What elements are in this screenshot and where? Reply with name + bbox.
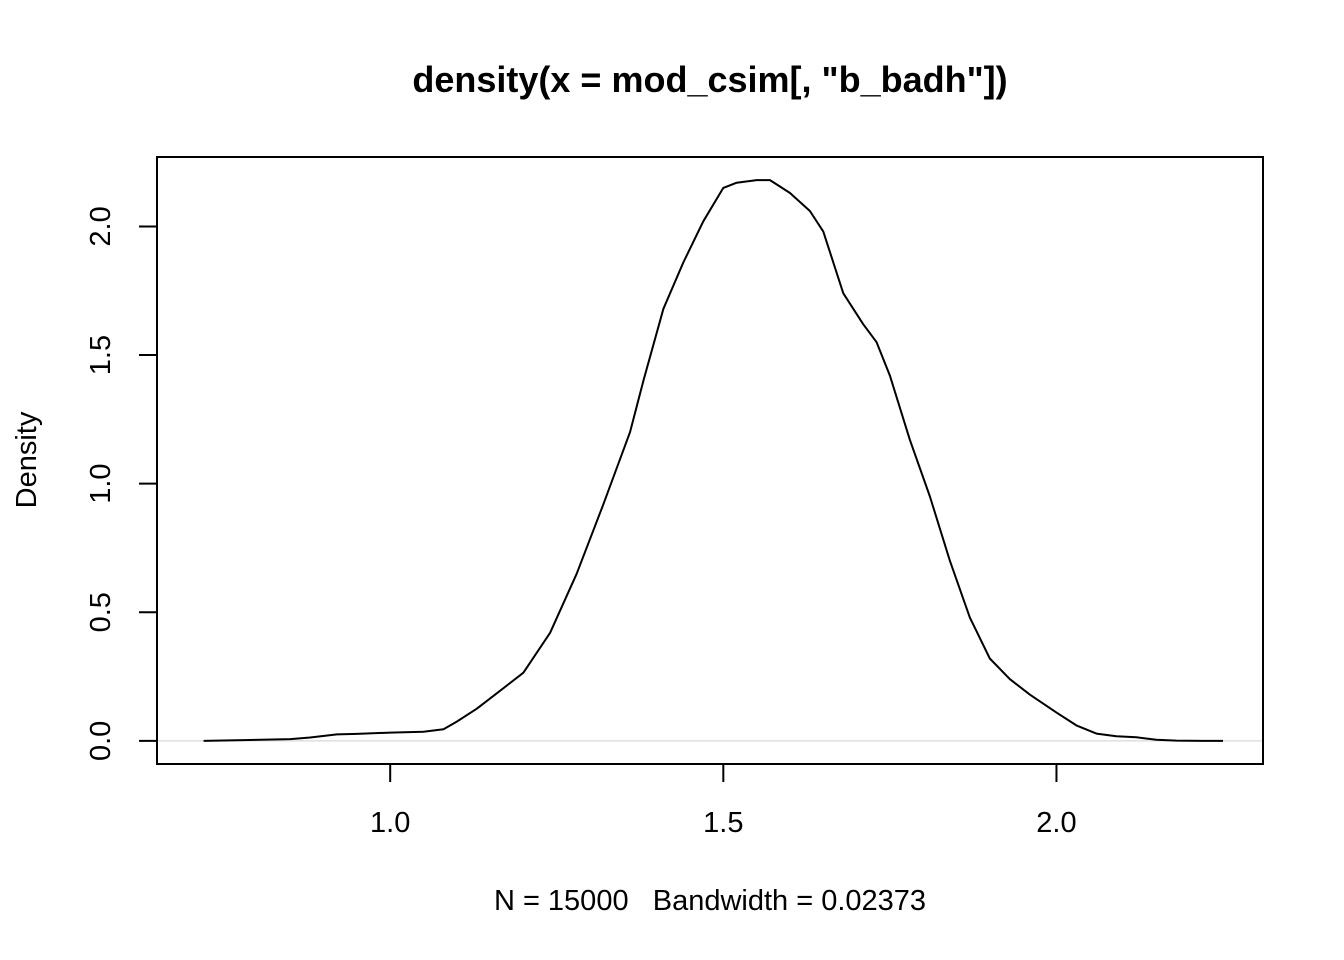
x-axis: 1.0 1.5 2.0 (370, 763, 1077, 839)
x-tick-label: 1.0 (370, 807, 410, 839)
density-curve (203, 179, 1223, 742)
y-axis: 0.0 0.5 1.0 1.5 2.0 (85, 206, 158, 761)
y-tick-label: 0.5 (85, 592, 117, 632)
plot-frame (156, 156, 1264, 765)
chart-title: density(x = mod_csim[, "b_badh"]) (412, 59, 1007, 100)
y-tick-label: 1.5 (85, 335, 117, 375)
x-tick-label: 1.5 (703, 807, 743, 839)
x-tick-label: 2.0 (1036, 807, 1076, 839)
y-tick-label: 0.0 (85, 721, 117, 761)
y-tick-label: 2.0 (85, 206, 117, 246)
x-axis-label: N = 15000 Bandwidth = 0.02373 (494, 885, 926, 917)
y-axis-label: Density (11, 411, 43, 508)
y-tick-label: 1.0 (85, 463, 117, 503)
